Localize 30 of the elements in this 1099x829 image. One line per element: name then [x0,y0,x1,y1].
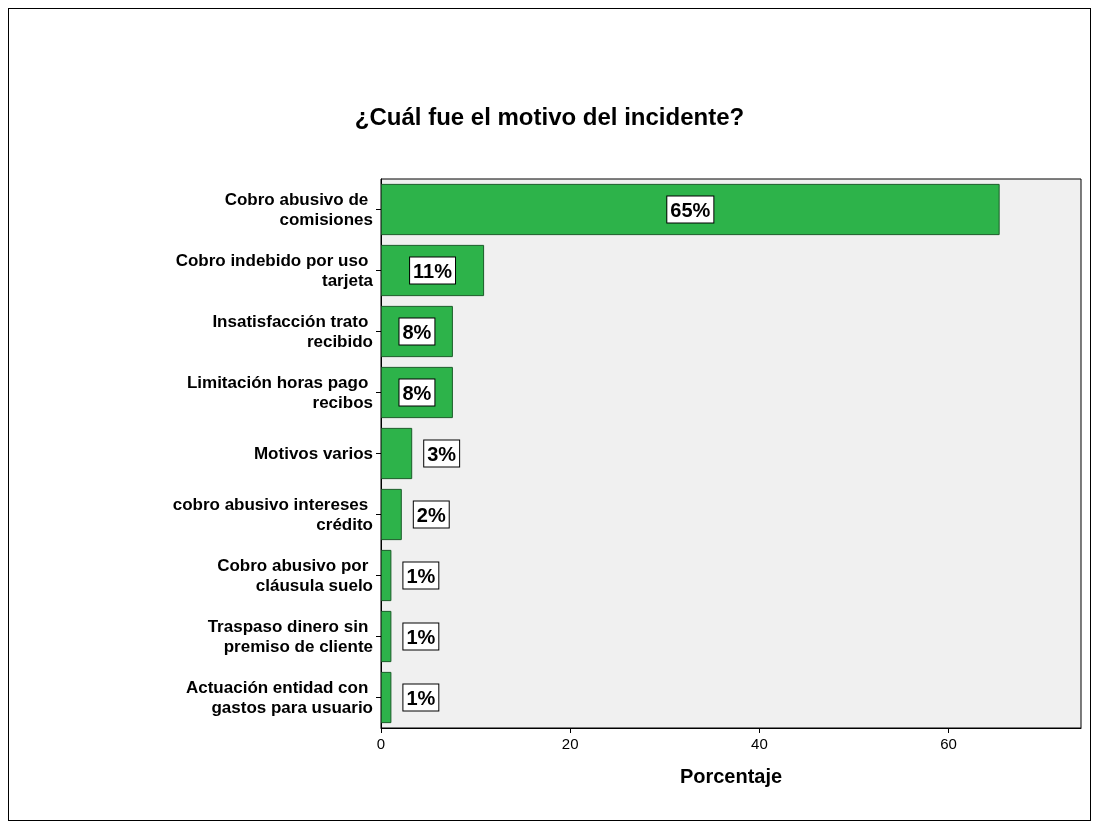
y-tick-label: Motivos varios [253,444,373,463]
data-label: 1% [406,564,436,587]
data-label: 1% [406,686,436,709]
y-tick-label: Limitación horas pago recibos [186,373,373,412]
bar [381,671,392,724]
data-label: 65% [670,198,711,221]
x-tick-label: 20 [561,735,579,752]
y-tick-label: Cobro indebido por uso tarjeta [175,251,374,290]
y-tick-label: Insatisfacción trato recibido [212,312,373,351]
data-label: 1% [406,625,436,648]
data-label: 8% [402,381,432,404]
data-label: 3% [427,442,457,465]
y-tick-label: Cobro abusivo de comisiones [224,190,373,229]
x-axis-title: Porcentaje [679,765,783,787]
y-tick-label: Actuación entidad con gastos para usuario [185,678,373,717]
bar [381,610,392,663]
x-tick-label: 60 [940,735,957,752]
y-tick-label: Cobro abusivo por cláusula suelo [217,556,373,595]
bar [381,549,392,602]
bar [381,183,1000,236]
data-label: 8% [402,320,432,343]
x-tick-label: 0 [376,735,386,752]
data-label: 11% [413,259,453,282]
y-tick-label: Traspaso dinero sin premiso de cliente [207,617,373,656]
bar [381,427,413,480]
y-tick-label: cobro abusivo intereses crédito [172,495,373,534]
chart-title: ¿Cuál fue el motivo del incidente? [354,102,745,130]
bar [381,488,402,541]
data-label: 2% [416,503,446,526]
x-tick-label: 40 [751,735,768,752]
